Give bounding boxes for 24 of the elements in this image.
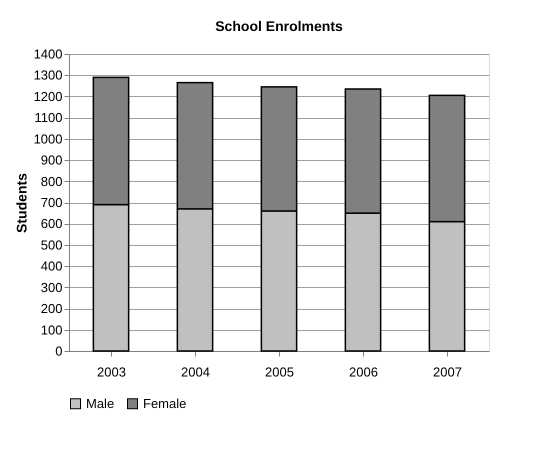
y-tick-label: 700 bbox=[40, 195, 62, 210]
x-tick-label: 2003 bbox=[97, 364, 126, 380]
y-tick-label: 400 bbox=[40, 258, 62, 274]
y-axis-title: Students bbox=[14, 172, 30, 233]
y-tick-label: 600 bbox=[40, 216, 62, 232]
y-tick-label: 1100 bbox=[34, 110, 62, 126]
y-tick-label: 1000 bbox=[34, 131, 62, 146]
chart-title: School Enrolments bbox=[215, 18, 343, 34]
y-tick-label: 1300 bbox=[34, 68, 62, 83]
x-tick-label: 2006 bbox=[349, 364, 378, 380]
y-tick-label: 300 bbox=[40, 280, 62, 295]
x-tick-label: 2007 bbox=[433, 364, 462, 380]
y-tick-label: 0 bbox=[55, 344, 62, 358]
y-tick-label: 100 bbox=[40, 322, 62, 338]
legend-label: Female bbox=[143, 396, 186, 411]
y-tick-label: 900 bbox=[40, 152, 62, 168]
x-tick-label: 2005 bbox=[265, 364, 294, 380]
y-tick-label: 1200 bbox=[34, 88, 62, 104]
legend-label: Male bbox=[86, 396, 114, 411]
y-tick-label: 800 bbox=[40, 174, 62, 189]
x-tick-label: 2004 bbox=[181, 364, 210, 380]
y-tick-label: 500 bbox=[40, 237, 62, 252]
y-tick-label: 1400 bbox=[34, 46, 62, 62]
y-tick-label: 200 bbox=[40, 301, 62, 316]
